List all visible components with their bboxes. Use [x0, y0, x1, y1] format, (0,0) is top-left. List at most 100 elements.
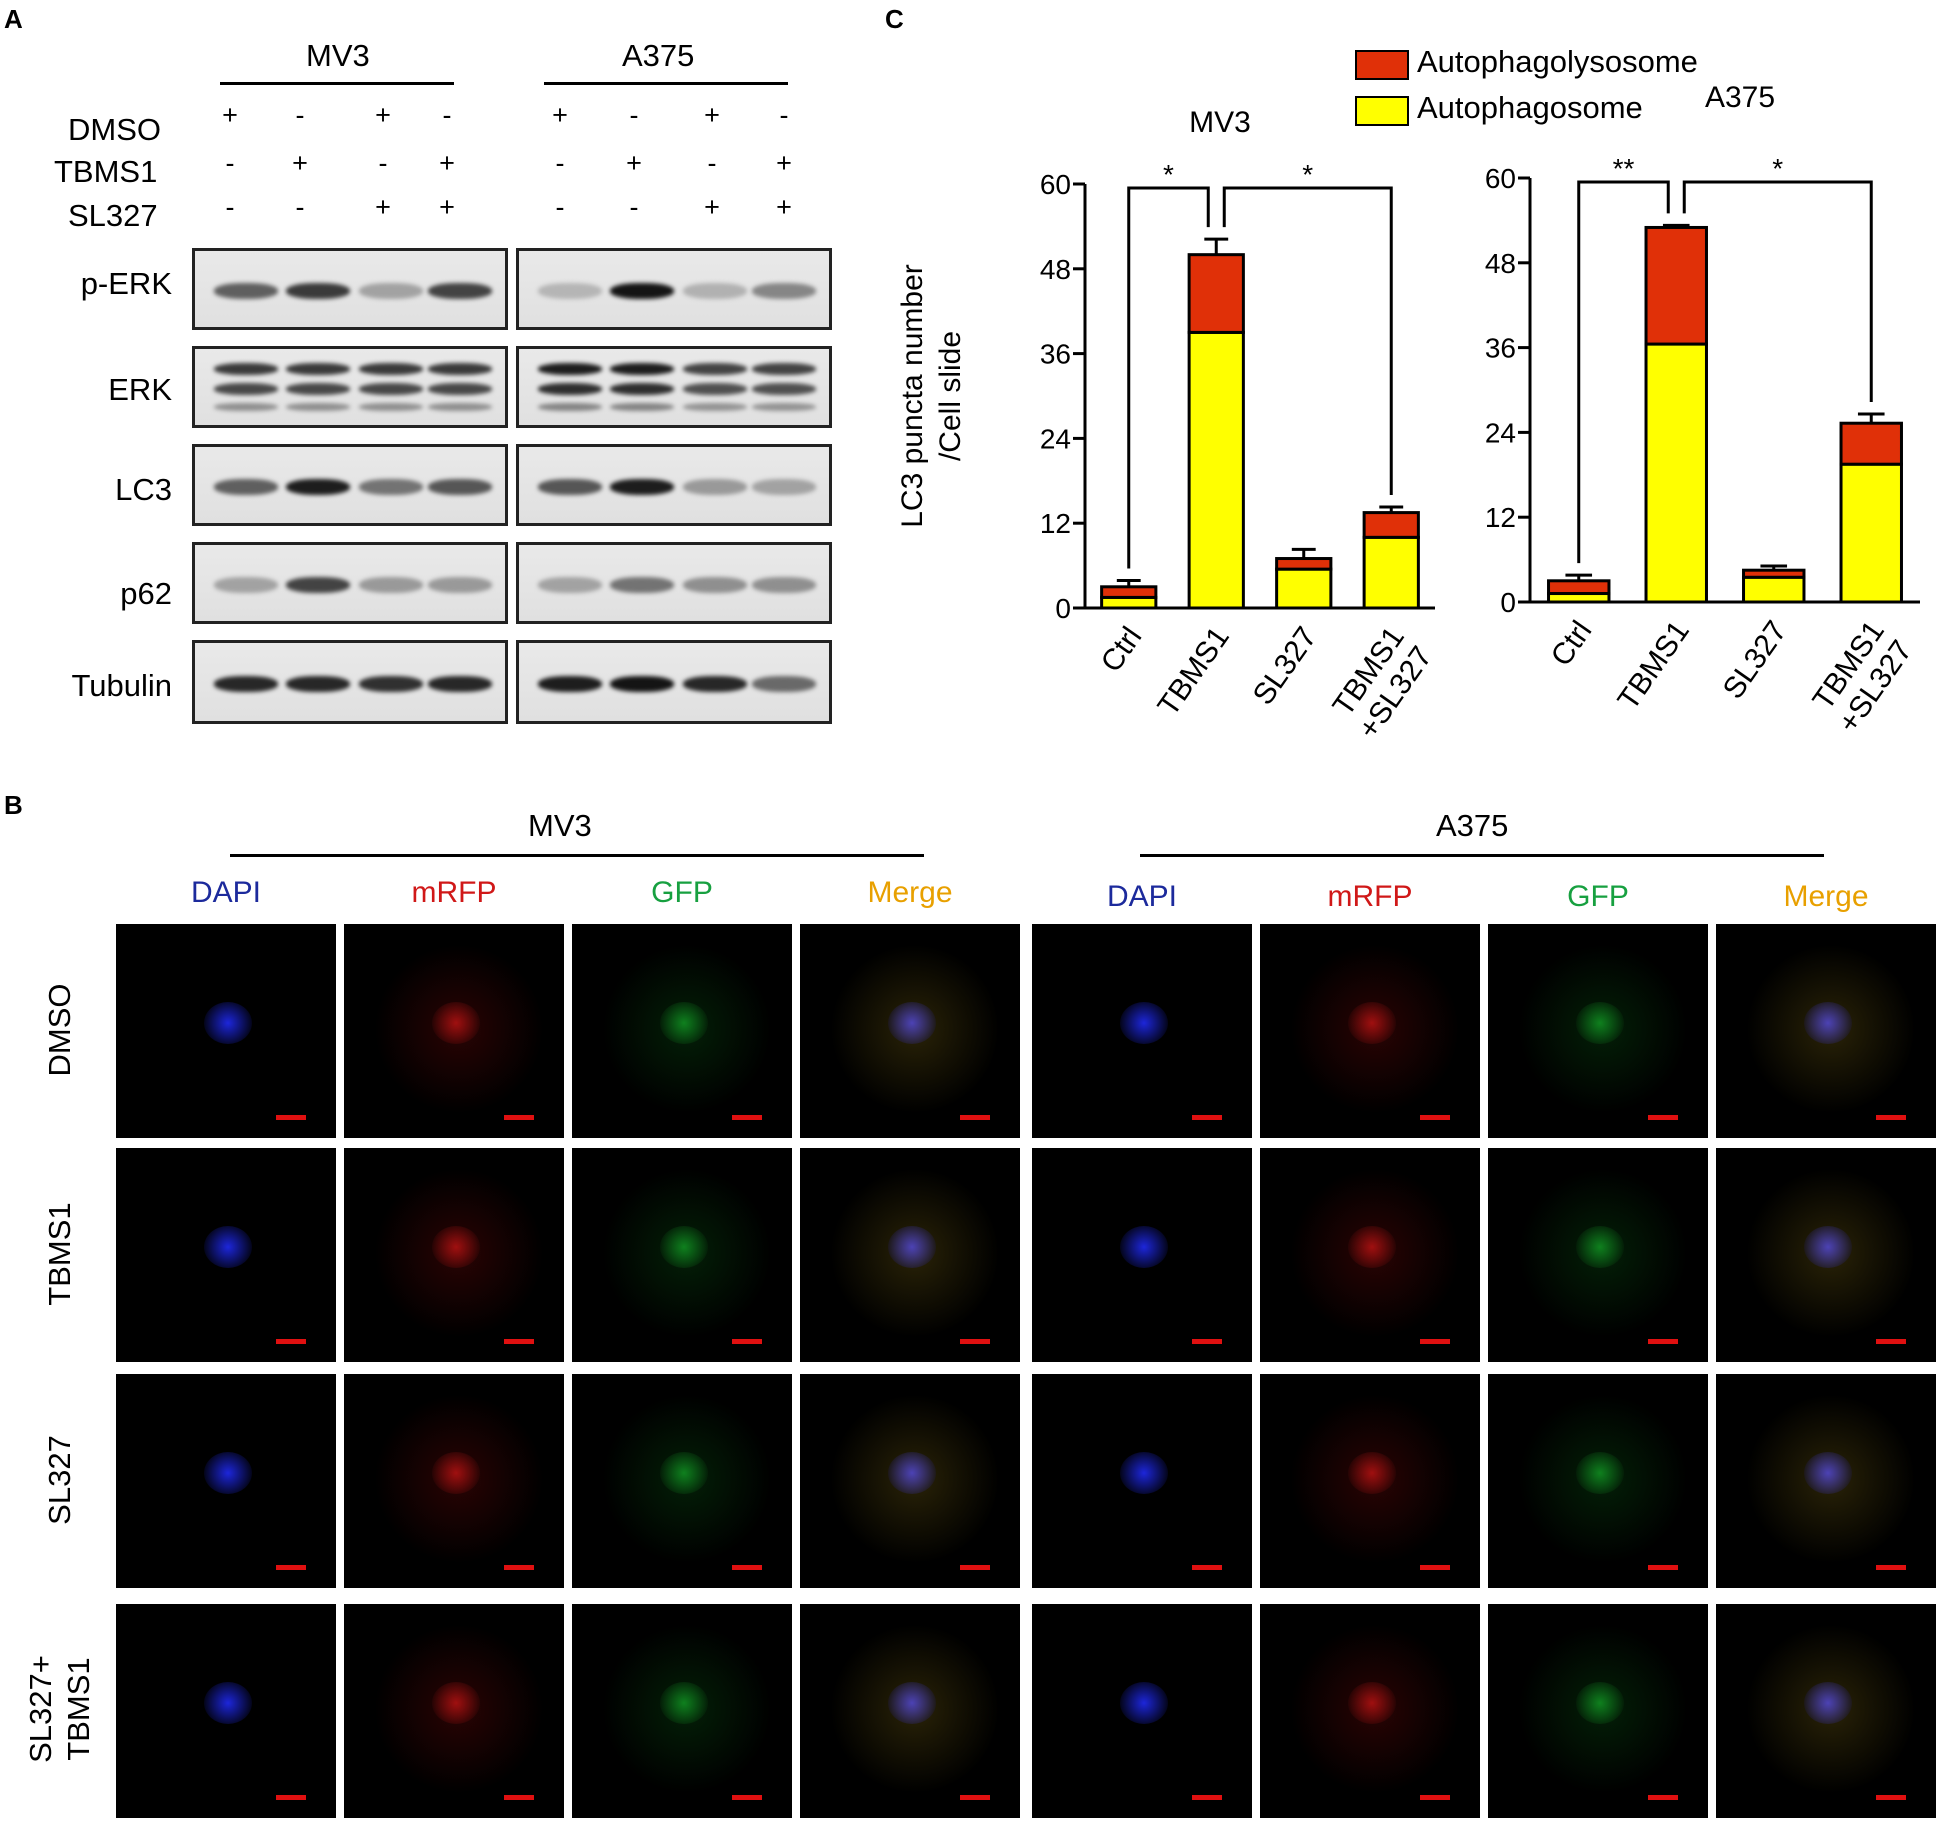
- x-tick-label: Ctrl: [1545, 615, 1599, 672]
- row-label: DMSO: [42, 983, 77, 1077]
- y-tick-label: 60: [1040, 169, 1071, 200]
- nucleus: [888, 1682, 936, 1724]
- treatment-sign: +: [439, 192, 455, 222]
- nucleus: [1576, 1002, 1624, 1044]
- bar-autophagolysosome: [1362, 511, 1420, 539]
- y-tick-label: 24: [1485, 417, 1516, 448]
- micrograph-dapi: [116, 1374, 336, 1588]
- blot-band: [428, 283, 493, 299]
- scale-bar: [1420, 1795, 1450, 1800]
- blot-label: ERK: [108, 372, 172, 407]
- western-blot-panel: [192, 248, 508, 330]
- scale-bar: [732, 1565, 762, 1570]
- micrograph-merge: [800, 1374, 1020, 1588]
- micrograph-mrfp: [1260, 1604, 1480, 1818]
- blot-band: [286, 363, 351, 375]
- bar-autophagolysosome: [1100, 585, 1158, 599]
- micrograph-gfp: [1488, 1148, 1708, 1362]
- significance-bracket: [1127, 186, 1210, 569]
- micro-cellline-label-a375: A375: [1436, 808, 1509, 843]
- scale-bar: [1192, 1339, 1222, 1344]
- micrograph-merge: [800, 1604, 1020, 1818]
- blot-band: [428, 479, 493, 495]
- blot-band: [610, 479, 675, 495]
- nucleus: [1348, 1452, 1396, 1494]
- channel-label-merge: Merge: [1783, 880, 1869, 913]
- blot-band: [428, 403, 493, 411]
- panel-label-b: B: [4, 790, 23, 820]
- bar-autophagosome: [1644, 342, 1708, 604]
- channel-label-merge: Merge: [867, 876, 953, 909]
- blot-band: [610, 403, 675, 411]
- micrograph-dapi: [1032, 924, 1252, 1138]
- treatment-sign: -: [629, 100, 639, 130]
- channel-label-gfp: GFP: [1567, 880, 1629, 913]
- blot-band: [213, 403, 278, 411]
- treatment-sign: -: [225, 148, 235, 178]
- legend-swatch-autophagolysosome: [1355, 50, 1409, 80]
- nucleus: [1576, 1226, 1624, 1268]
- scale-bar: [1876, 1339, 1906, 1344]
- nucleus: [204, 1002, 252, 1044]
- treatment-sign: +: [552, 100, 568, 130]
- micrograph-dapi: [1032, 1374, 1252, 1588]
- micrograph-gfp: [572, 1374, 792, 1588]
- y-tick-label: 36: [1485, 333, 1516, 364]
- nucleus: [888, 1002, 936, 1044]
- blot-band: [213, 283, 278, 299]
- significance-label: *: [1772, 153, 1783, 184]
- blot-label: LC3: [115, 472, 172, 507]
- significance-label: *: [1302, 159, 1313, 190]
- cellline-underline-mv3: [220, 82, 454, 85]
- western-blot-panel: [516, 444, 832, 526]
- western-blot-panel: [516, 248, 832, 330]
- cellline-label-mv3: MV3: [306, 38, 370, 73]
- bar-autophagosome: [1742, 575, 1806, 604]
- nucleus: [432, 1452, 480, 1494]
- blot-band: [358, 479, 423, 495]
- micrograph-dapi: [1032, 1604, 1252, 1818]
- scale-bar: [1192, 1115, 1222, 1120]
- bar-autophagosome: [1275, 567, 1333, 610]
- nucleus: [888, 1226, 936, 1268]
- blot-band: [537, 363, 602, 375]
- treatment-sign: -: [555, 192, 565, 222]
- treatment-sign: -: [707, 148, 717, 178]
- x-tick-label: SL327: [1247, 621, 1324, 711]
- nucleus: [1804, 1002, 1852, 1044]
- scale-bar: [276, 1565, 306, 1570]
- nucleus: [1576, 1452, 1624, 1494]
- blot-band: [428, 383, 493, 395]
- micrograph-dapi: [116, 1604, 336, 1818]
- blot-band: [537, 676, 602, 692]
- treatment-sign: +: [375, 100, 391, 130]
- bar-autophagolysosome: [1839, 421, 1903, 466]
- micrograph-mrfp: [1260, 924, 1480, 1138]
- scale-bar: [1420, 1339, 1450, 1344]
- bar-autophagolysosome: [1187, 253, 1245, 334]
- micrograph-mrfp: [344, 924, 564, 1138]
- blot-band: [537, 283, 602, 299]
- blot-band: [286, 283, 351, 299]
- treatment-sign: -: [378, 148, 388, 178]
- nucleus: [204, 1452, 252, 1494]
- x-tick-label: TBMS1+SL327: [1804, 615, 1919, 739]
- blot-label: p62: [120, 576, 172, 611]
- y-tick-label: 48: [1040, 254, 1071, 285]
- nucleus: [660, 1226, 708, 1268]
- nucleus: [1348, 1226, 1396, 1268]
- scale-bar: [1420, 1115, 1450, 1120]
- nucleus: [1120, 1226, 1168, 1268]
- scale-bar: [1648, 1115, 1678, 1120]
- x-tick-label: TBMS1: [1152, 621, 1236, 722]
- blot-band: [213, 383, 278, 395]
- scale-bar: [1876, 1115, 1906, 1120]
- nucleus: [1348, 1682, 1396, 1724]
- micro-underline-a375: [1140, 854, 1824, 857]
- treatment-sign: +: [626, 148, 642, 178]
- y-tick-label: 0: [1055, 593, 1071, 624]
- blot-band: [358, 363, 423, 375]
- treatment-sign: +: [776, 192, 792, 222]
- scale-bar: [1648, 1339, 1678, 1344]
- x-tick-label: Ctrl: [1095, 621, 1149, 678]
